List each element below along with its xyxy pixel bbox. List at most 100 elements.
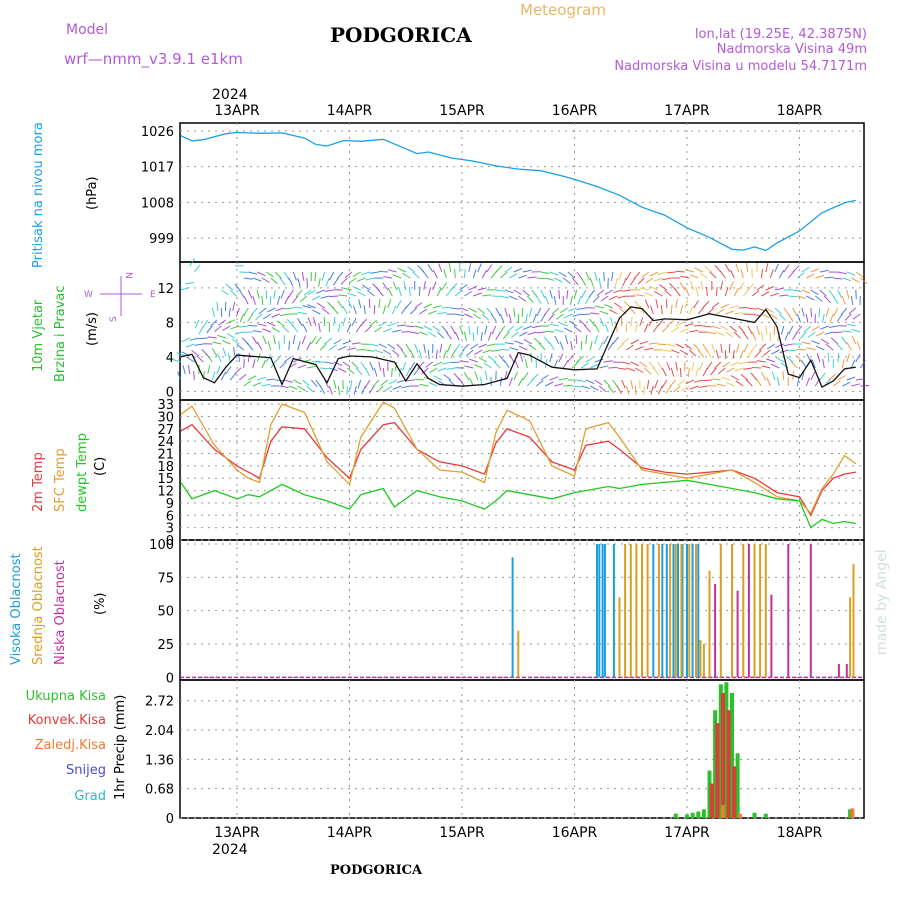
panel-frame-temp [180, 400, 864, 540]
wind-arrow [199, 338, 208, 339]
wind-arrow [721, 326, 729, 330]
wind-arrow [361, 272, 370, 275]
wind-arrow [451, 362, 460, 363]
wind-arrow [644, 324, 648, 332]
wind-arrow [393, 386, 401, 389]
wind-arrow [459, 350, 465, 357]
wind-arrow [851, 278, 859, 282]
wind-arrow [722, 362, 729, 367]
wind-arrow [181, 308, 188, 314]
wind-arrow [203, 320, 208, 328]
wind-arrow [409, 287, 410, 296]
wind-arrow [611, 317, 613, 326]
wind-arrow [325, 338, 332, 344]
conv-rain-bar [727, 710, 731, 818]
wind-arrow [449, 263, 451, 272]
wind-arrow [763, 350, 770, 356]
wind-arrow [823, 359, 825, 368]
wind-arrow [563, 278, 570, 284]
wind-arrow [415, 303, 422, 309]
wind-arrow [779, 314, 785, 321]
wind-arrow [293, 335, 295, 344]
wind-arrow [563, 385, 572, 386]
wind-arrow [293, 272, 296, 280]
wind-arrow [317, 303, 325, 308]
wind-arrow [500, 349, 509, 350]
wind-arrow [675, 289, 681, 296]
wind-arrow [725, 287, 728, 296]
wind-arrow [593, 296, 599, 303]
wind-arrow [383, 283, 388, 291]
wind-arrow [226, 367, 231, 374]
wind-arrow [638, 278, 645, 284]
wind-arrow [330, 272, 334, 280]
y-tick-label: 75 [157, 571, 174, 586]
mid-cloud-bar [731, 544, 733, 677]
pressure-line [181, 133, 856, 251]
wind-arrow [259, 308, 266, 314]
wind-arrow [605, 324, 608, 333]
wind-arrow [403, 273, 411, 278]
wind-arrow [564, 314, 572, 318]
wind-arrow [247, 343, 253, 350]
wind-arrow [203, 266, 210, 272]
wind-arrow [676, 344, 684, 348]
wind-arrow [555, 330, 564, 333]
wind-arrow [199, 284, 208, 285]
wind-arrow [662, 326, 669, 332]
wind-arrow [613, 337, 619, 344]
wind-arrow [688, 368, 689, 377]
wind-arrow [302, 380, 309, 386]
wind-arrow [277, 321, 284, 326]
wind-arrow [710, 272, 717, 278]
wind-arrow [514, 269, 522, 273]
wind-arrow [338, 368, 346, 372]
wind-arrow [694, 380, 703, 382]
wind-arrow [741, 374, 748, 380]
wind-arrow [608, 386, 614, 393]
wind-arrow [469, 263, 471, 272]
wind-arrow [280, 386, 289, 388]
wind-arrow [816, 332, 824, 336]
wind-arrow [626, 345, 633, 350]
low-cloud-bar [838, 664, 840, 677]
wind-arrow [349, 278, 356, 283]
wind-arrow [564, 328, 572, 332]
wind-arrow [518, 378, 523, 386]
wind-arrow [348, 293, 357, 296]
date-label-top: 13APR [214, 103, 260, 119]
total-rain-bar [685, 815, 689, 819]
wind-arrow [838, 353, 839, 362]
wind-arrow [685, 288, 689, 296]
wind-arrow [320, 368, 329, 369]
wind-arrow [444, 350, 447, 359]
wind-arrow [523, 290, 530, 296]
wind-arrow [364, 305, 365, 314]
wind-arrow [357, 292, 365, 296]
wind-arrow [785, 332, 788, 340]
wind-arrow [393, 282, 397, 290]
wind-arrow [671, 305, 672, 314]
wind-arrow [190, 338, 199, 340]
wind-arrow [451, 284, 457, 291]
total-rain-bar [691, 813, 695, 818]
wind-arrow [563, 360, 568, 368]
wind-arrow [479, 358, 487, 362]
wind-arrow [496, 308, 500, 316]
wind-arrow [217, 262, 225, 266]
temp-label-3: dewpt Temp [75, 433, 90, 512]
wind-arrow [524, 339, 532, 344]
wind-arrow [806, 296, 814, 300]
svg-text:N: N [123, 272, 133, 279]
wind-arrow [487, 344, 496, 346]
wind-arrow [716, 287, 717, 296]
wind-arrow [618, 296, 627, 298]
wind-arrow [228, 353, 230, 362]
wind-arrow [181, 288, 190, 290]
wind-arrow [186, 344, 195, 347]
wind-arrow [365, 368, 369, 376]
wind-arrow [217, 366, 221, 374]
wind-arrow [525, 359, 527, 368]
wind-arrow [221, 269, 230, 272]
wind-arrow [849, 308, 856, 314]
